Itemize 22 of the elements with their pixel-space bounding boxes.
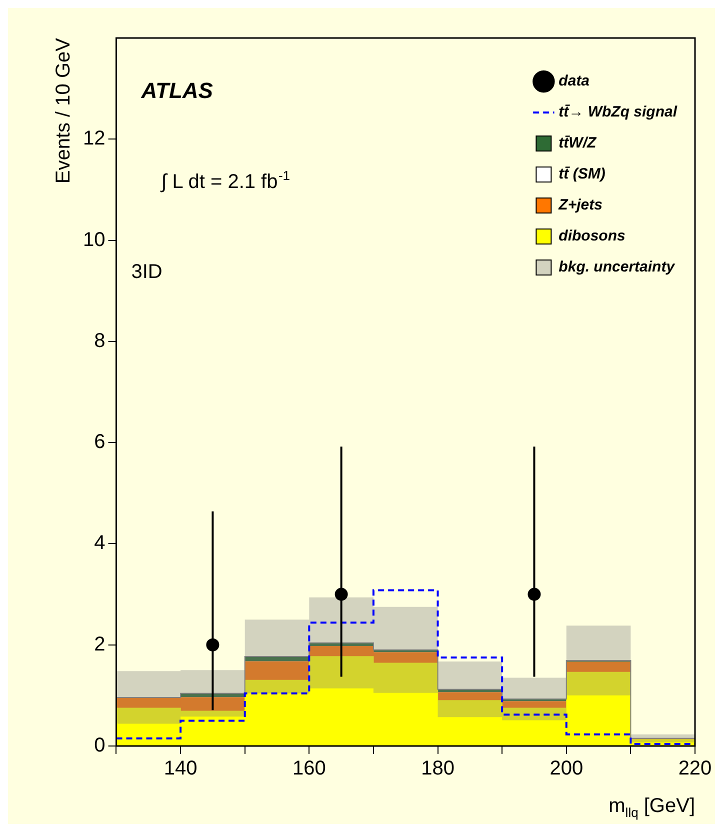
legend-label: dibosons (558, 228, 626, 245)
x-tick-label: 220 (678, 758, 712, 780)
y-tick-label: 12 (82, 128, 106, 150)
legend-label: tt̄→ WbZq signal (558, 104, 678, 121)
x-tick-label: 140 (164, 758, 198, 780)
legend-label: data (558, 72, 590, 90)
y-tick-label: 8 (94, 330, 106, 352)
legend-label: tt̄W/Z (558, 134, 597, 152)
x-tick-label: 200 (550, 758, 584, 780)
y-tick-label: 2 (94, 633, 106, 656)
y-tick-label: 6 (94, 431, 106, 454)
y-tick-label: 10 (82, 228, 106, 251)
legend-label: tt̄ (SM) (558, 166, 606, 183)
annotation: ATLAS (140, 78, 214, 103)
legend-label: Z+jets (558, 196, 602, 214)
y-tick-label: 4 (94, 532, 106, 554)
y-axis-title: Events / 10 GeV (52, 37, 75, 184)
x-tick-label: 180 (421, 758, 454, 780)
y-tick-label: 0 (94, 734, 106, 757)
annotation: 3ID (131, 261, 162, 283)
x-tick-label: 160 (292, 758, 326, 780)
legend-label: bkg. uncertainty (558, 258, 676, 276)
